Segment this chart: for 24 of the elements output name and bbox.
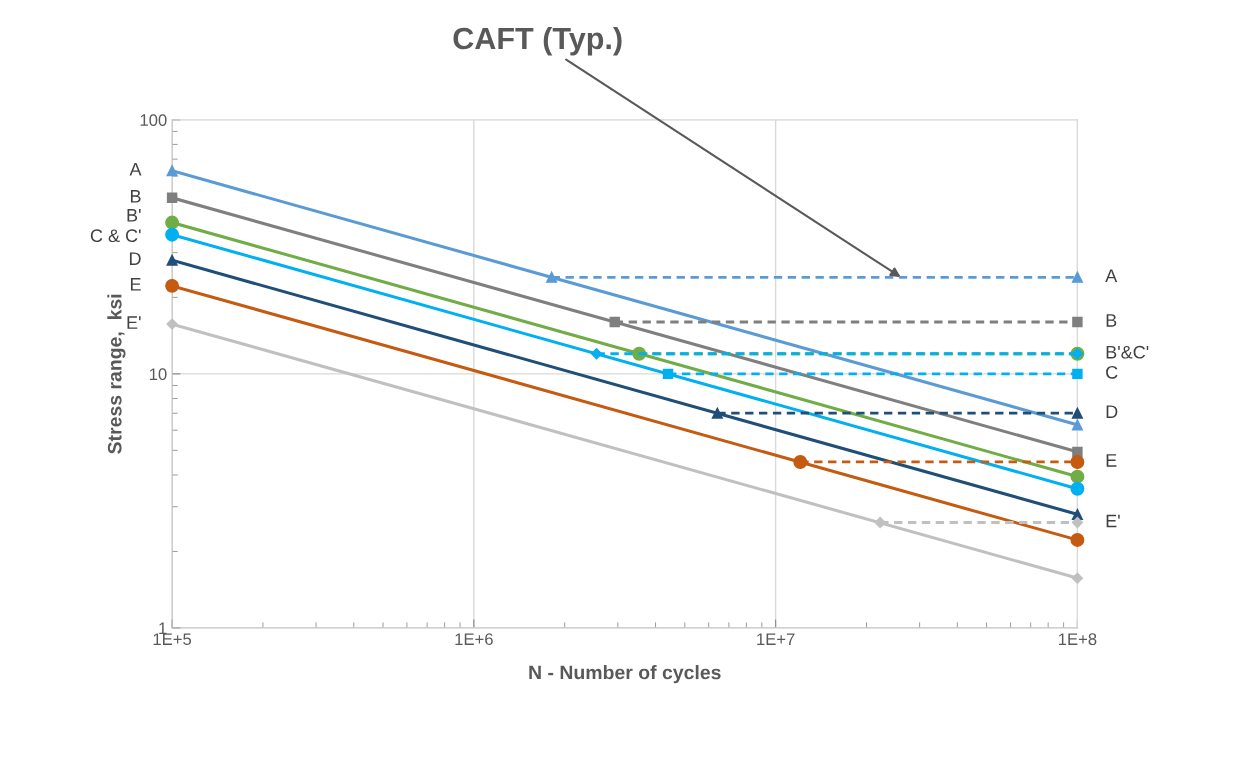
annotation: CAFT (Typ.) (453, 26, 622, 56)
annotation: B' (127, 209, 141, 222)
annotation: A (1105, 269, 1118, 282)
annotation: E' (127, 316, 141, 329)
x-tick-label: 1E+5 (153, 633, 192, 646)
x-tick-label: 1E+8 (1058, 633, 1097, 646)
x-axis-title: N - Number of cycles (529, 665, 721, 684)
annotation: B'&C' (1106, 345, 1149, 359)
x-tick-label: 1E+7 (757, 633, 795, 645)
annotation: E' (1106, 514, 1120, 528)
annotation: E (1106, 454, 1117, 467)
y-tick-label: 10 (149, 368, 167, 381)
y-tick-label: 1 (159, 622, 167, 634)
annotation: B (130, 190, 141, 203)
y-axis-title: Stress range, ksi (107, 294, 126, 454)
annotation: C (1106, 365, 1118, 379)
annotation: A (129, 163, 142, 176)
x-tick-label: 1E+6 (455, 633, 493, 646)
y-tick-label: 100 (140, 114, 167, 126)
annotation: C & C' (90, 229, 141, 243)
annotation: E (130, 278, 141, 291)
annotation: B (1106, 314, 1117, 327)
annotation: D (1106, 405, 1118, 418)
annotation: D (129, 252, 141, 265)
